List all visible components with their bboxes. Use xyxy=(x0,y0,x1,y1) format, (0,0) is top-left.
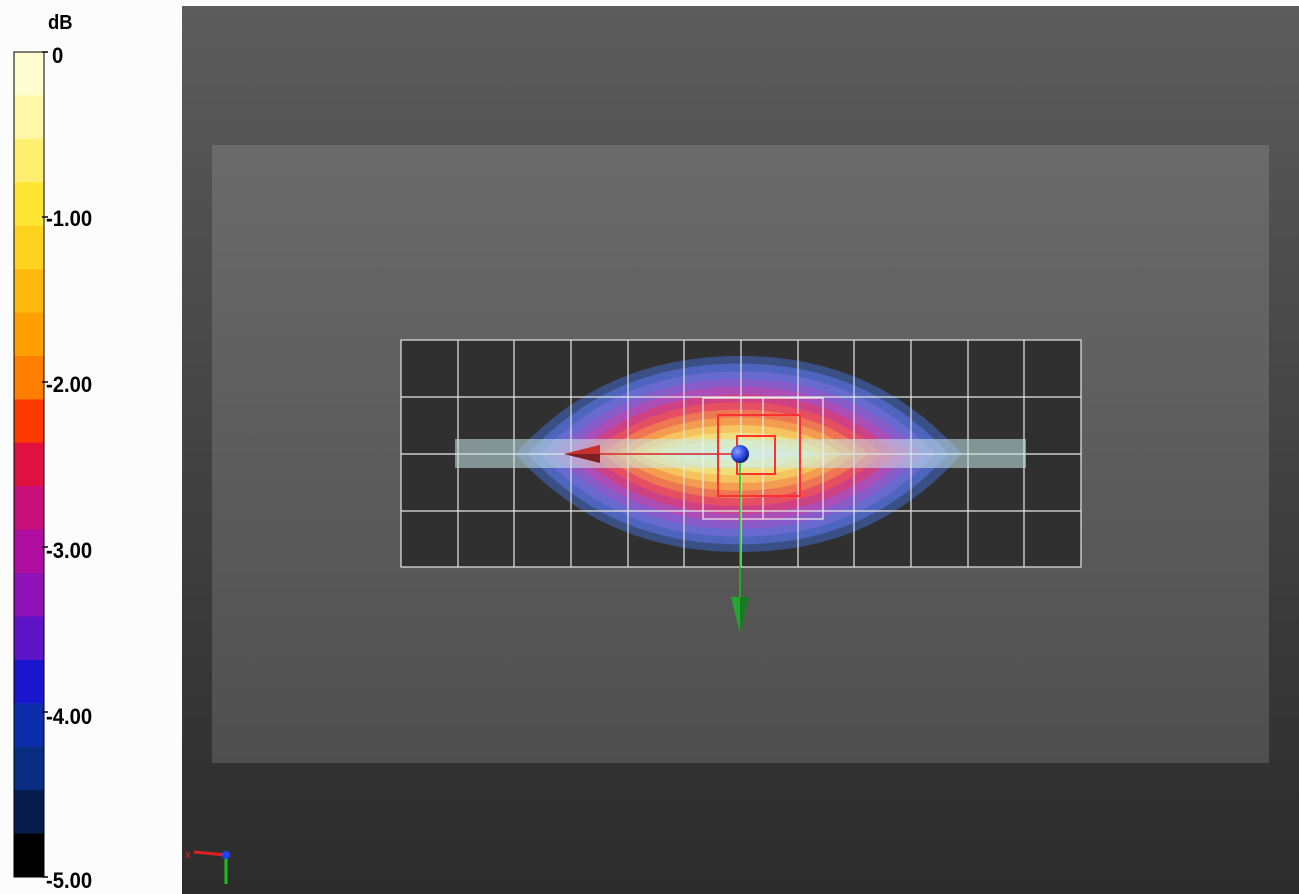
svg-text:x: x xyxy=(185,849,191,861)
x-axis-arrow xyxy=(564,445,740,463)
tick-label-1: -1.00 xyxy=(46,206,93,231)
colorbar-band xyxy=(14,312,44,357)
colorbar-band xyxy=(14,703,44,748)
colorbar-band xyxy=(14,790,44,835)
colorbar-band xyxy=(14,573,44,617)
colorbar-legend: dB 0 -1.00 -2.00 -3.00 -4.00 -5.00 xyxy=(0,0,182,894)
colorbar-band xyxy=(14,616,44,661)
origin-sphere[interactable] xyxy=(731,445,749,463)
colorbar-band xyxy=(14,442,44,487)
orientation-triad: x xyxy=(185,849,230,884)
colorbar-band xyxy=(14,95,44,140)
colorbar-unit-label: dB xyxy=(48,12,73,34)
colorbar-band xyxy=(14,399,44,444)
colorbar-band xyxy=(14,52,44,96)
tick-label-4: -4.00 xyxy=(46,704,93,729)
colorbar-band xyxy=(14,833,44,878)
colorbar-band xyxy=(14,486,44,531)
tick-label-5: -5.00 xyxy=(46,868,93,893)
colorbar xyxy=(13,51,48,878)
colorbar-band xyxy=(14,182,44,227)
tick-label-2: -2.00 xyxy=(46,372,93,397)
colorbar-band xyxy=(14,746,44,791)
scene[interactable]: x xyxy=(182,6,1299,894)
zoom-grid xyxy=(702,397,824,520)
colorbar-frame xyxy=(13,51,45,878)
tick-label-0: 0 xyxy=(52,43,64,68)
colorbar-band xyxy=(14,138,44,183)
colorbar-band xyxy=(14,529,44,574)
colorbar-band xyxy=(14,269,44,314)
tick-label-3: -3.00 xyxy=(46,538,93,563)
colorbar-band xyxy=(14,659,44,704)
colorbar-band xyxy=(14,355,44,400)
y-axis-arrow xyxy=(731,458,749,633)
3d-viewport[interactable]: x xyxy=(182,6,1299,894)
colorbar-band xyxy=(14,225,44,270)
